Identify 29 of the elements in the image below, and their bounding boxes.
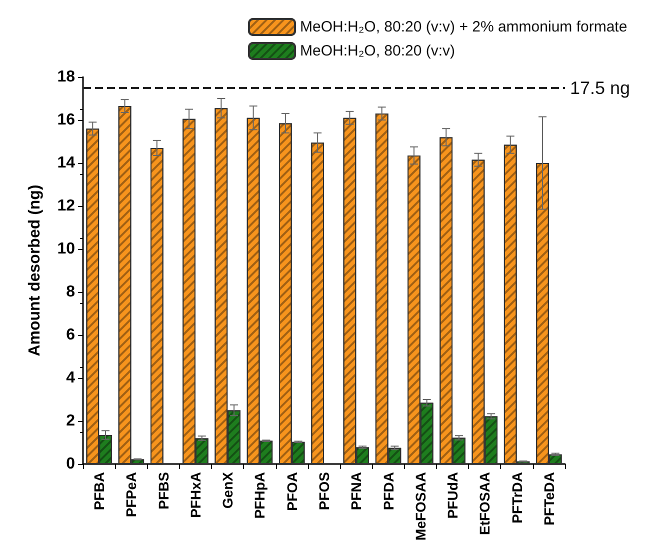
x-tick-label: PFTrDA — [508, 472, 525, 524]
x-tick-label: PFDA — [380, 472, 396, 510]
x-tick-label: PFBS — [155, 472, 172, 510]
y-tick-label: 0 — [66, 456, 76, 472]
y-tick-label: 10 — [57, 240, 76, 258]
y-tick-label: 4 — [66, 370, 76, 386]
ref-line-label: 17.5 ng — [570, 78, 630, 98]
y-tick-label: 14 — [57, 154, 76, 172]
x-tick-label: PFUdA — [444, 472, 461, 519]
x-tick-label: PFTeDA — [540, 472, 557, 526]
x-tick-label: PFPeA — [123, 472, 140, 518]
x-tick-label: EtFOSAA — [476, 472, 493, 535]
y-tick-label: 18 — [57, 68, 76, 86]
x-tick-label: GenX — [220, 471, 236, 509]
x-tick-label: PFHpA — [252, 472, 268, 519]
y-axis-title: Amount desorbed (ng) — [26, 184, 44, 356]
x-tick-label: PFHxA — [187, 472, 204, 518]
y-tick-label: 8 — [66, 284, 76, 300]
legend-label: MeOH:H₂O, 80:20 (v:v) — [300, 42, 456, 60]
x-tick-label: PFBA — [91, 472, 108, 510]
x-tick-label: MeFOSAA — [412, 472, 428, 540]
x-tick-label: PFNA — [348, 472, 364, 510]
y-tick-label: 6 — [66, 326, 76, 344]
y-tick-label: 16 — [57, 112, 76, 128]
y-tick-label: 2 — [66, 412, 76, 430]
x-tick-label: PFOA — [284, 472, 300, 511]
y-tick-label: 12 — [57, 198, 76, 214]
legend-label: MeOH:H₂O, 80:20 (v:v) + 2% ammonium formate — [300, 18, 628, 36]
x-tick-label: PFOS — [316, 472, 332, 510]
